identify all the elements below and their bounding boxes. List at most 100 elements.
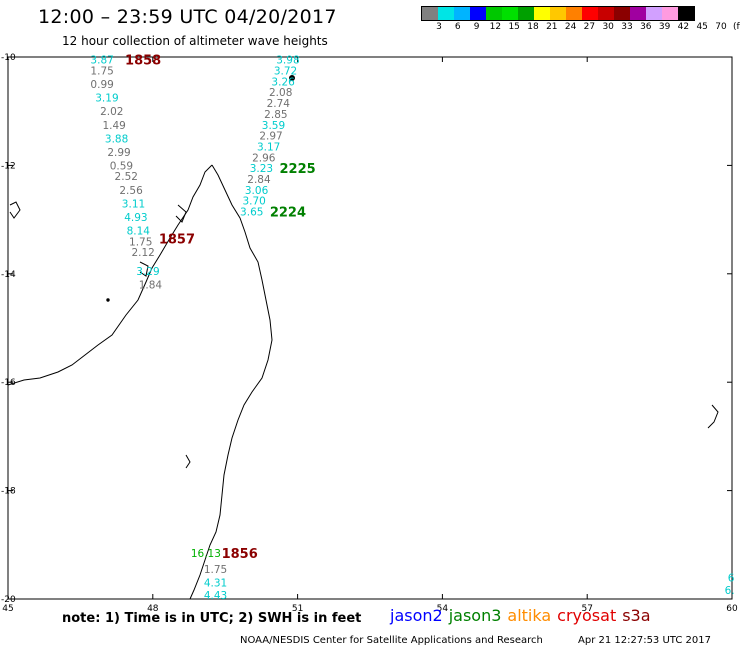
satellite-legend: jason2 jason3 altika cryosat s3a [390, 606, 657, 625]
swh-value: 16.13 [191, 548, 221, 560]
satellite-s3a: s3a [622, 606, 651, 625]
legend-label: 70 [715, 22, 727, 32]
altimeter-observations: 3.871.750.993.192.021.493.882.990.592.52… [90, 54, 734, 602]
legend-swatch [662, 7, 678, 20]
legend-label: 42 [677, 22, 690, 32]
swh-value: 6. [725, 585, 735, 597]
satellite-cryosat: cryosat [557, 606, 617, 625]
island-coast [139, 261, 149, 277]
lon-tick-label: 48 [147, 604, 159, 614]
legend-label: 9 [473, 22, 480, 32]
lat-tick-label: -16 [1, 378, 16, 388]
lon-tick-label: 51 [292, 604, 303, 614]
legend-swatch [566, 7, 582, 20]
satellite-altika: altika [507, 606, 552, 625]
swh-value: 2.56 [119, 185, 143, 197]
color-scale-legend [421, 6, 695, 21]
swh-value: 1.84 [139, 280, 163, 292]
island-coast [707, 404, 719, 429]
legend-label: 24 [564, 22, 577, 32]
swh-value: 1.75 [129, 236, 152, 248]
legend-label: (ft) [733, 22, 740, 32]
swh-value: 3.98 [276, 55, 299, 67]
lat-lon-ticks: 45 48 51 54 57 60 -10 -12 -14 -16 -18 -20 [1, 53, 738, 614]
swh-value: 3.59 [262, 120, 285, 132]
swh-value: 2.85 [264, 109, 287, 121]
legend-swatch [470, 7, 486, 20]
island-coast [9, 201, 21, 219]
legend-label: 12 [489, 22, 502, 32]
legend-label: 45 [696, 22, 708, 32]
legend-label: 39 [658, 22, 671, 32]
satellite-jason3: jason3 [448, 606, 502, 625]
swh-value: 2.99 [107, 147, 130, 159]
legend-label: 36 [640, 22, 652, 32]
island-dot [289, 75, 295, 81]
swh-value: 3.11 [122, 198, 145, 210]
legend-label: 27 [583, 22, 596, 32]
lat-tick-label: -20 [1, 595, 16, 605]
swh-value: 3.23 [250, 163, 273, 175]
lat-tick-label: -12 [1, 161, 16, 171]
swh-value: 6 [728, 572, 735, 584]
legend-swatch [598, 7, 614, 20]
swh-value: 1.49 [102, 120, 125, 132]
legend-label: 6 [454, 22, 461, 32]
legend-label: 15 [508, 22, 520, 32]
swh-value: 3.65 [240, 206, 263, 218]
swh-value: 0.99 [90, 79, 113, 91]
map-frame [7, 56, 733, 600]
legend-label: 3 [436, 22, 442, 32]
swh-value: 3.17 [257, 141, 280, 153]
swh-value: 2.08 [269, 87, 292, 99]
swh-value: 1.75 [204, 564, 227, 576]
swh-value: 2.52 [115, 171, 138, 183]
map-title: 12:00 – 23:59 UTC 04/20/2017 [38, 6, 337, 28]
legend-swatch [454, 7, 470, 20]
lon-tick-label: 57 [581, 604, 592, 614]
credit-line: NOAA/NESDIS Center for Satellite Applica… [240, 635, 543, 646]
island-coast [185, 454, 191, 469]
legend-swatch [438, 7, 454, 20]
legend-swatch [678, 7, 694, 20]
swh-value: 3.06 [245, 185, 269, 197]
legend-swatch [646, 7, 662, 20]
pass-time-label: 2224 [270, 205, 306, 220]
swh-value: 3.19 [95, 93, 118, 105]
legend-label: 21 [546, 22, 558, 32]
island-coast [175, 204, 187, 223]
legend-swatch [582, 7, 598, 20]
swh-value: 3.87 [90, 55, 113, 67]
lat-tick-label: -10 [1, 53, 16, 63]
units-note: note: 1) Time is in UTC; 2) SWH is in fe… [62, 611, 362, 626]
lat-tick-label: -14 [1, 270, 16, 280]
legend-swatch [502, 7, 518, 20]
legend-swatch [550, 7, 566, 20]
legend-swatch [614, 7, 630, 20]
swh-value: 3.29 [136, 266, 159, 278]
legend-swatch [534, 7, 550, 20]
map-subtitle: 12 hour collection of altimeter wave hei… [62, 34, 328, 48]
lat-tick-label: -18 [1, 487, 16, 497]
swh-value: 0.59 [110, 160, 133, 172]
pass-time-label: 2225 [280, 162, 316, 177]
satellite-jason2: jason2 [390, 606, 443, 625]
legend-swatch [630, 7, 646, 20]
lon-tick-label: 60 [726, 604, 738, 614]
legend-swatch [422, 7, 438, 20]
pass-time-label: 1858 [125, 54, 161, 69]
swh-value: 2.97 [259, 131, 282, 143]
madagascar-coast [189, 164, 273, 600]
swh-value: 2.02 [100, 106, 123, 118]
island-dot [106, 298, 110, 302]
swh-value: 2.96 [252, 152, 276, 164]
lon-tick-label: 54 [437, 604, 449, 614]
legend-label: 18 [527, 22, 539, 32]
swh-value: 8.14 [127, 225, 151, 237]
swh-value: 2.74 [267, 98, 291, 110]
legend-swatch [486, 7, 502, 20]
pass-time-label: 1856 [222, 547, 258, 562]
legend-label: 30 [602, 22, 614, 32]
